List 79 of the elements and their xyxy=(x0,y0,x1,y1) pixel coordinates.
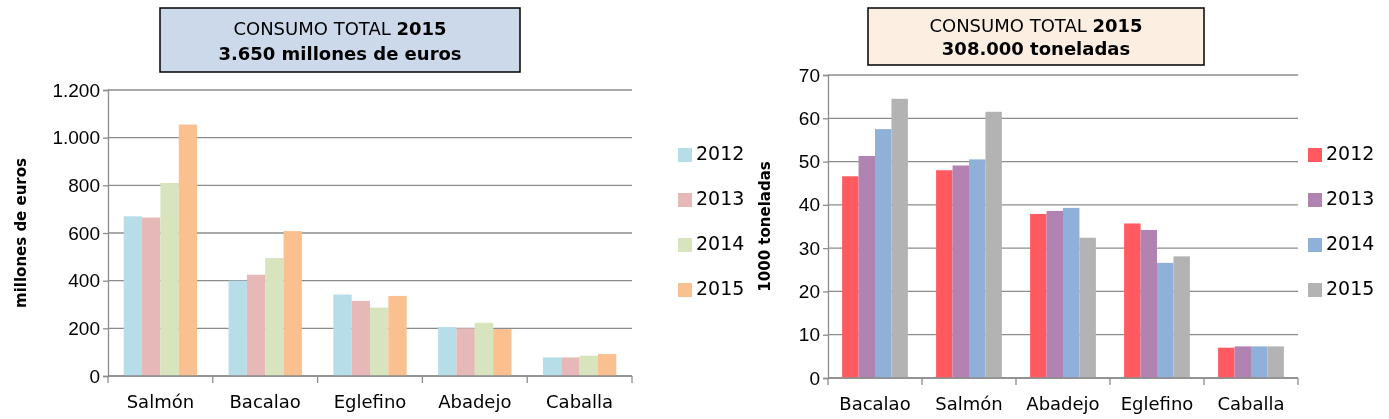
x-tick-label: Caballa xyxy=(546,391,614,412)
bar xyxy=(493,329,512,376)
bar xyxy=(1157,262,1174,378)
chart-title: CONSUMO TOTAL 2015 xyxy=(233,17,447,39)
y-tick-label: 1.000 xyxy=(52,127,100,149)
legend-label: 2015 xyxy=(1326,277,1375,299)
y-axis-title: 1000 toneladas xyxy=(756,161,774,292)
bar xyxy=(875,129,892,378)
bar xyxy=(1267,346,1284,378)
y-tick-label: 70 xyxy=(798,64,820,86)
legend-label: 2015 xyxy=(696,277,745,299)
legend-label: 2013 xyxy=(1326,187,1375,209)
bar xyxy=(474,322,494,376)
y-tick-label: 200 xyxy=(68,317,100,339)
legend-label: 2012 xyxy=(696,142,745,164)
x-tick-label: Salmón xyxy=(126,391,195,412)
y-tick-label: 400 xyxy=(68,270,100,292)
legend-label: 2012 xyxy=(1326,142,1375,164)
y-tick-label: 30 xyxy=(798,237,820,259)
bar xyxy=(1173,256,1190,378)
bar xyxy=(438,327,457,376)
bar xyxy=(1063,207,1080,378)
x-tick-label: Bacalao xyxy=(839,393,911,414)
bar xyxy=(858,155,875,378)
bar xyxy=(228,280,247,376)
x-tick-label: Eglefino xyxy=(333,391,407,412)
y-axis-title: millones de euros xyxy=(12,157,30,308)
bar xyxy=(1079,237,1096,378)
bar xyxy=(1234,346,1251,378)
y-tick-label: 60 xyxy=(798,107,820,129)
y-tick-label: 10 xyxy=(798,324,820,346)
bar xyxy=(388,295,407,376)
chart-subtitle: 3.650 millones de euros xyxy=(218,43,462,65)
bar xyxy=(579,355,598,376)
bar xyxy=(1218,347,1235,378)
y-tick-label: 0 xyxy=(89,365,100,387)
bar xyxy=(160,182,179,376)
bar xyxy=(842,176,859,378)
chart-title: CONSUMO TOTAL 2015 xyxy=(929,14,1143,36)
y-tick-label: 20 xyxy=(798,281,820,303)
x-tick-label: Eglefino xyxy=(1120,393,1194,414)
y-tick-label: 600 xyxy=(68,222,100,244)
bar xyxy=(1030,213,1047,378)
bar xyxy=(123,216,143,376)
bar xyxy=(1140,229,1157,378)
y-tick-label: 1.200 xyxy=(52,79,100,101)
x-tick-label: Salmón xyxy=(935,393,1003,414)
bar xyxy=(985,111,1002,378)
bar xyxy=(561,357,580,376)
bar xyxy=(891,98,908,378)
chart-subtitle: 308.000 toneladas xyxy=(941,37,1131,59)
y-tick-label: 50 xyxy=(798,151,820,173)
bar xyxy=(178,124,198,376)
bar xyxy=(1251,346,1268,378)
x-tick-label: Abadejo xyxy=(1026,393,1100,414)
bar xyxy=(370,307,389,376)
x-tick-label: Bacalao xyxy=(229,391,301,412)
y-tick-label: 40 xyxy=(798,194,820,216)
bar xyxy=(969,159,986,378)
legend-label: 2013 xyxy=(696,187,745,209)
bar xyxy=(542,357,562,376)
x-tick-label: Caballa xyxy=(1217,393,1285,414)
x-tick-label: Abadejo xyxy=(438,391,512,412)
bar xyxy=(1046,210,1063,378)
bar xyxy=(142,217,161,376)
bar xyxy=(936,170,953,378)
bar xyxy=(1124,223,1141,378)
bar xyxy=(283,231,302,376)
bar xyxy=(597,354,617,376)
bar xyxy=(246,274,266,376)
y-tick-label: 0 xyxy=(809,367,820,389)
legend-label: 2014 xyxy=(1326,232,1375,254)
bar xyxy=(456,328,475,376)
bar xyxy=(265,258,284,376)
y-tick-label: 800 xyxy=(68,174,100,196)
bar xyxy=(333,294,352,376)
bar xyxy=(952,165,969,378)
bar xyxy=(351,300,370,376)
legend-label: 2014 xyxy=(696,232,745,254)
